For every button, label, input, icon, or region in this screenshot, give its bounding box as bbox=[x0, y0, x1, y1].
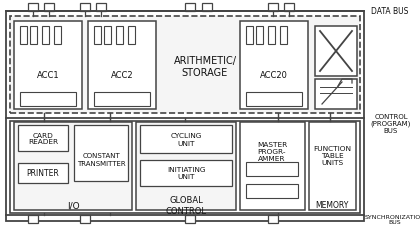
Bar bbox=[116, 27, 123, 45]
Bar bbox=[94, 27, 101, 45]
Bar bbox=[44, 4, 54, 12]
Bar bbox=[96, 4, 106, 12]
Bar bbox=[94, 93, 150, 106]
Text: ACC2: ACC2 bbox=[111, 71, 133, 80]
Text: I/O: I/O bbox=[67, 201, 79, 210]
Bar bbox=[280, 27, 287, 45]
Bar bbox=[42, 27, 49, 45]
Bar bbox=[140, 160, 232, 186]
Bar bbox=[88, 22, 156, 109]
Bar bbox=[14, 22, 82, 109]
Bar bbox=[268, 27, 275, 45]
Bar bbox=[246, 184, 298, 198]
Bar bbox=[315, 80, 357, 109]
Bar bbox=[10, 17, 360, 113]
Bar bbox=[268, 4, 278, 12]
Bar bbox=[240, 122, 305, 210]
Text: MASTER
PROGR-
AMMER: MASTER PROGR- AMMER bbox=[257, 141, 287, 161]
Text: GLOBAL
CONTROL: GLOBAL CONTROL bbox=[165, 195, 207, 215]
Bar bbox=[54, 27, 61, 45]
Bar bbox=[246, 162, 298, 176]
Bar bbox=[185, 215, 195, 223]
Bar bbox=[10, 122, 360, 213]
Bar bbox=[28, 4, 38, 12]
Bar bbox=[30, 27, 37, 45]
Bar bbox=[136, 122, 236, 210]
Bar bbox=[104, 27, 111, 45]
Bar bbox=[202, 4, 212, 12]
Bar bbox=[140, 125, 232, 153]
Bar bbox=[268, 215, 278, 223]
Bar bbox=[246, 93, 302, 106]
Text: INITIATING
UNIT: INITIATING UNIT bbox=[167, 167, 205, 180]
Bar bbox=[80, 4, 90, 12]
Bar bbox=[185, 4, 195, 12]
Bar bbox=[128, 27, 135, 45]
Bar bbox=[6, 12, 364, 221]
Text: CARD
READER: CARD READER bbox=[28, 132, 58, 145]
Text: ARITHMETIC/
STORAGE: ARITHMETIC/ STORAGE bbox=[173, 56, 236, 77]
Bar bbox=[14, 122, 132, 210]
Bar bbox=[20, 27, 27, 45]
Bar bbox=[256, 27, 263, 45]
Text: PRINTER: PRINTER bbox=[26, 169, 59, 178]
Bar bbox=[80, 215, 90, 223]
Text: FUNCTION
TABLE
UNITS: FUNCTION TABLE UNITS bbox=[313, 145, 351, 165]
Bar bbox=[18, 163, 68, 183]
Text: CONTROL
(PROGRAM)
BUS: CONTROL (PROGRAM) BUS bbox=[371, 113, 411, 134]
Text: DATA BUS: DATA BUS bbox=[371, 7, 409, 16]
Text: MEMORY: MEMORY bbox=[315, 201, 349, 210]
Text: ACC1: ACC1 bbox=[37, 71, 59, 80]
Text: ACC20: ACC20 bbox=[260, 71, 288, 80]
Bar bbox=[28, 215, 38, 223]
Bar bbox=[246, 27, 253, 45]
Bar bbox=[315, 27, 357, 77]
Bar bbox=[240, 22, 308, 109]
Bar bbox=[20, 93, 76, 106]
Text: SYNCHRONIZATION
BUS: SYNCHRONIZATION BUS bbox=[365, 214, 420, 225]
Text: CONSTANT
TRANSMITTER: CONSTANT TRANSMITTER bbox=[77, 153, 125, 166]
Bar bbox=[309, 122, 356, 210]
Bar bbox=[284, 4, 294, 12]
Bar bbox=[74, 125, 128, 181]
Bar bbox=[18, 125, 68, 151]
Text: CYCLING
UNIT: CYCLING UNIT bbox=[171, 133, 202, 146]
